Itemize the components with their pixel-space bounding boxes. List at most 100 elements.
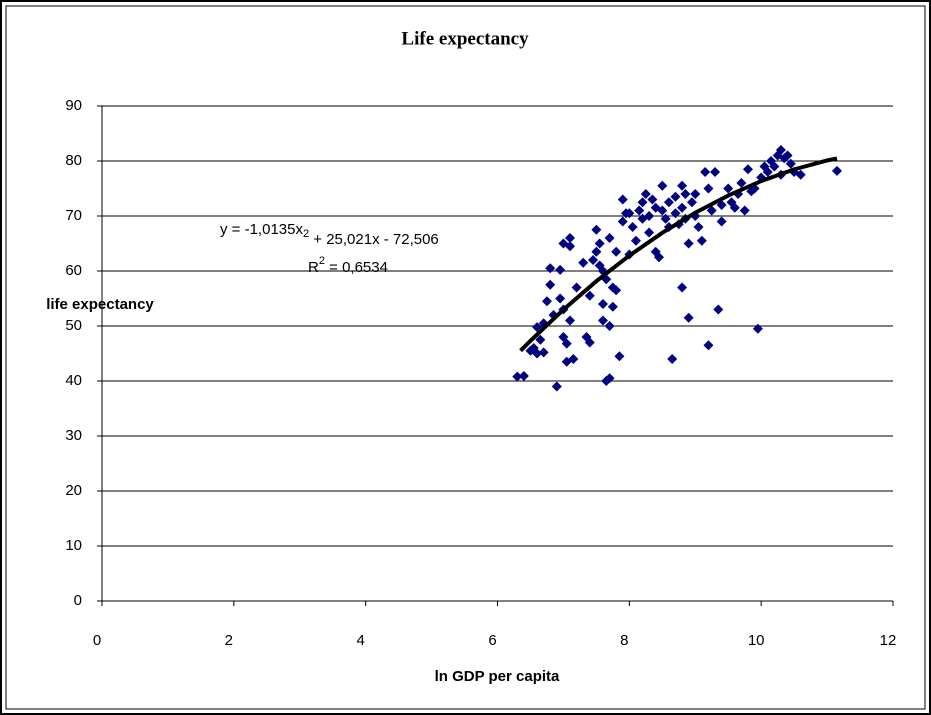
y-tick-label: 80 [65, 152, 82, 169]
x-tick-label: 10 [748, 632, 765, 649]
point [729, 202, 740, 213]
x-tick-label: 8 [620, 632, 628, 649]
point [690, 189, 701, 199]
point [561, 338, 572, 349]
point [611, 285, 622, 296]
x-tick-label: 4 [356, 632, 364, 649]
point [696, 235, 707, 246]
x-axis-label: ln GDP per capita [435, 668, 560, 685]
point [677, 202, 688, 213]
point [568, 354, 579, 364]
point [611, 246, 622, 257]
point [775, 145, 786, 155]
point [710, 167, 721, 177]
point [657, 205, 668, 216]
point [591, 224, 602, 235]
point [660, 213, 671, 224]
x-tick-label: 6 [488, 632, 496, 649]
point [588, 255, 599, 265]
trendline [519, 156, 838, 353]
point [703, 340, 714, 351]
point [831, 165, 842, 176]
point [604, 373, 615, 384]
y-axis-label: life expectancy [46, 296, 154, 313]
y-tick-label: 90 [65, 97, 82, 114]
point [713, 304, 724, 315]
point [578, 257, 589, 268]
point [565, 315, 576, 326]
point [545, 263, 556, 274]
y-tick-label: 60 [65, 262, 82, 279]
point [584, 290, 595, 301]
y-tick-label: 30 [65, 427, 82, 444]
eq-sup: 2 [303, 228, 309, 240]
point [769, 161, 780, 172]
y-tick-label: 10 [65, 537, 82, 554]
point [686, 197, 697, 208]
point [518, 371, 529, 382]
point [647, 194, 658, 205]
point [752, 323, 763, 334]
point [742, 164, 753, 175]
y-tick-label: 0 [74, 592, 82, 609]
x-tick-label: 2 [225, 632, 233, 649]
r2-rest: = 0,6534 [325, 259, 388, 276]
point [683, 312, 694, 323]
x-tick-label: 12 [880, 632, 897, 649]
point [677, 282, 688, 293]
point [614, 351, 625, 362]
y-tick-label: 50 [65, 317, 82, 334]
point [667, 354, 678, 364]
point [693, 222, 704, 232]
r-squared: R2 = 0,6534 [308, 255, 388, 276]
point [653, 252, 664, 263]
point [591, 246, 602, 257]
point [706, 205, 717, 216]
point [795, 169, 806, 180]
point [607, 301, 618, 312]
point [716, 216, 727, 227]
point [627, 222, 638, 232]
point [657, 180, 668, 191]
point [644, 211, 655, 221]
chart-title: Life expectancy [401, 28, 529, 49]
point [739, 205, 750, 216]
r2-main: R [308, 259, 319, 276]
point [565, 241, 576, 252]
point [630, 235, 641, 246]
point [634, 205, 645, 216]
x-tick-label: 0 [93, 632, 101, 649]
point [551, 381, 562, 392]
point [535, 334, 546, 345]
point [782, 150, 793, 161]
trend-equation: y = -1,0135x2 + 25,021x - 72,506 [220, 221, 439, 248]
r2-sup: 2 [319, 255, 325, 267]
y-tick-label: 40 [65, 372, 82, 389]
point [637, 197, 648, 208]
point [541, 296, 552, 307]
point [624, 208, 635, 219]
point [736, 178, 747, 188]
point [617, 216, 628, 227]
point [677, 180, 688, 191]
point [597, 315, 608, 326]
inner-frame [5, 5, 926, 710]
point [555, 293, 566, 304]
point [640, 189, 651, 199]
point [670, 191, 681, 202]
point [683, 238, 694, 249]
point [597, 299, 608, 309]
point [545, 279, 556, 290]
eq-rest: + 25,021x - 72,506 [309, 231, 439, 248]
point [663, 197, 674, 208]
point [670, 208, 681, 219]
point [723, 183, 734, 194]
point [532, 348, 543, 359]
point [762, 167, 773, 177]
point [680, 189, 691, 199]
point [604, 321, 615, 331]
point [703, 183, 714, 194]
point [538, 347, 549, 358]
point [594, 238, 605, 249]
